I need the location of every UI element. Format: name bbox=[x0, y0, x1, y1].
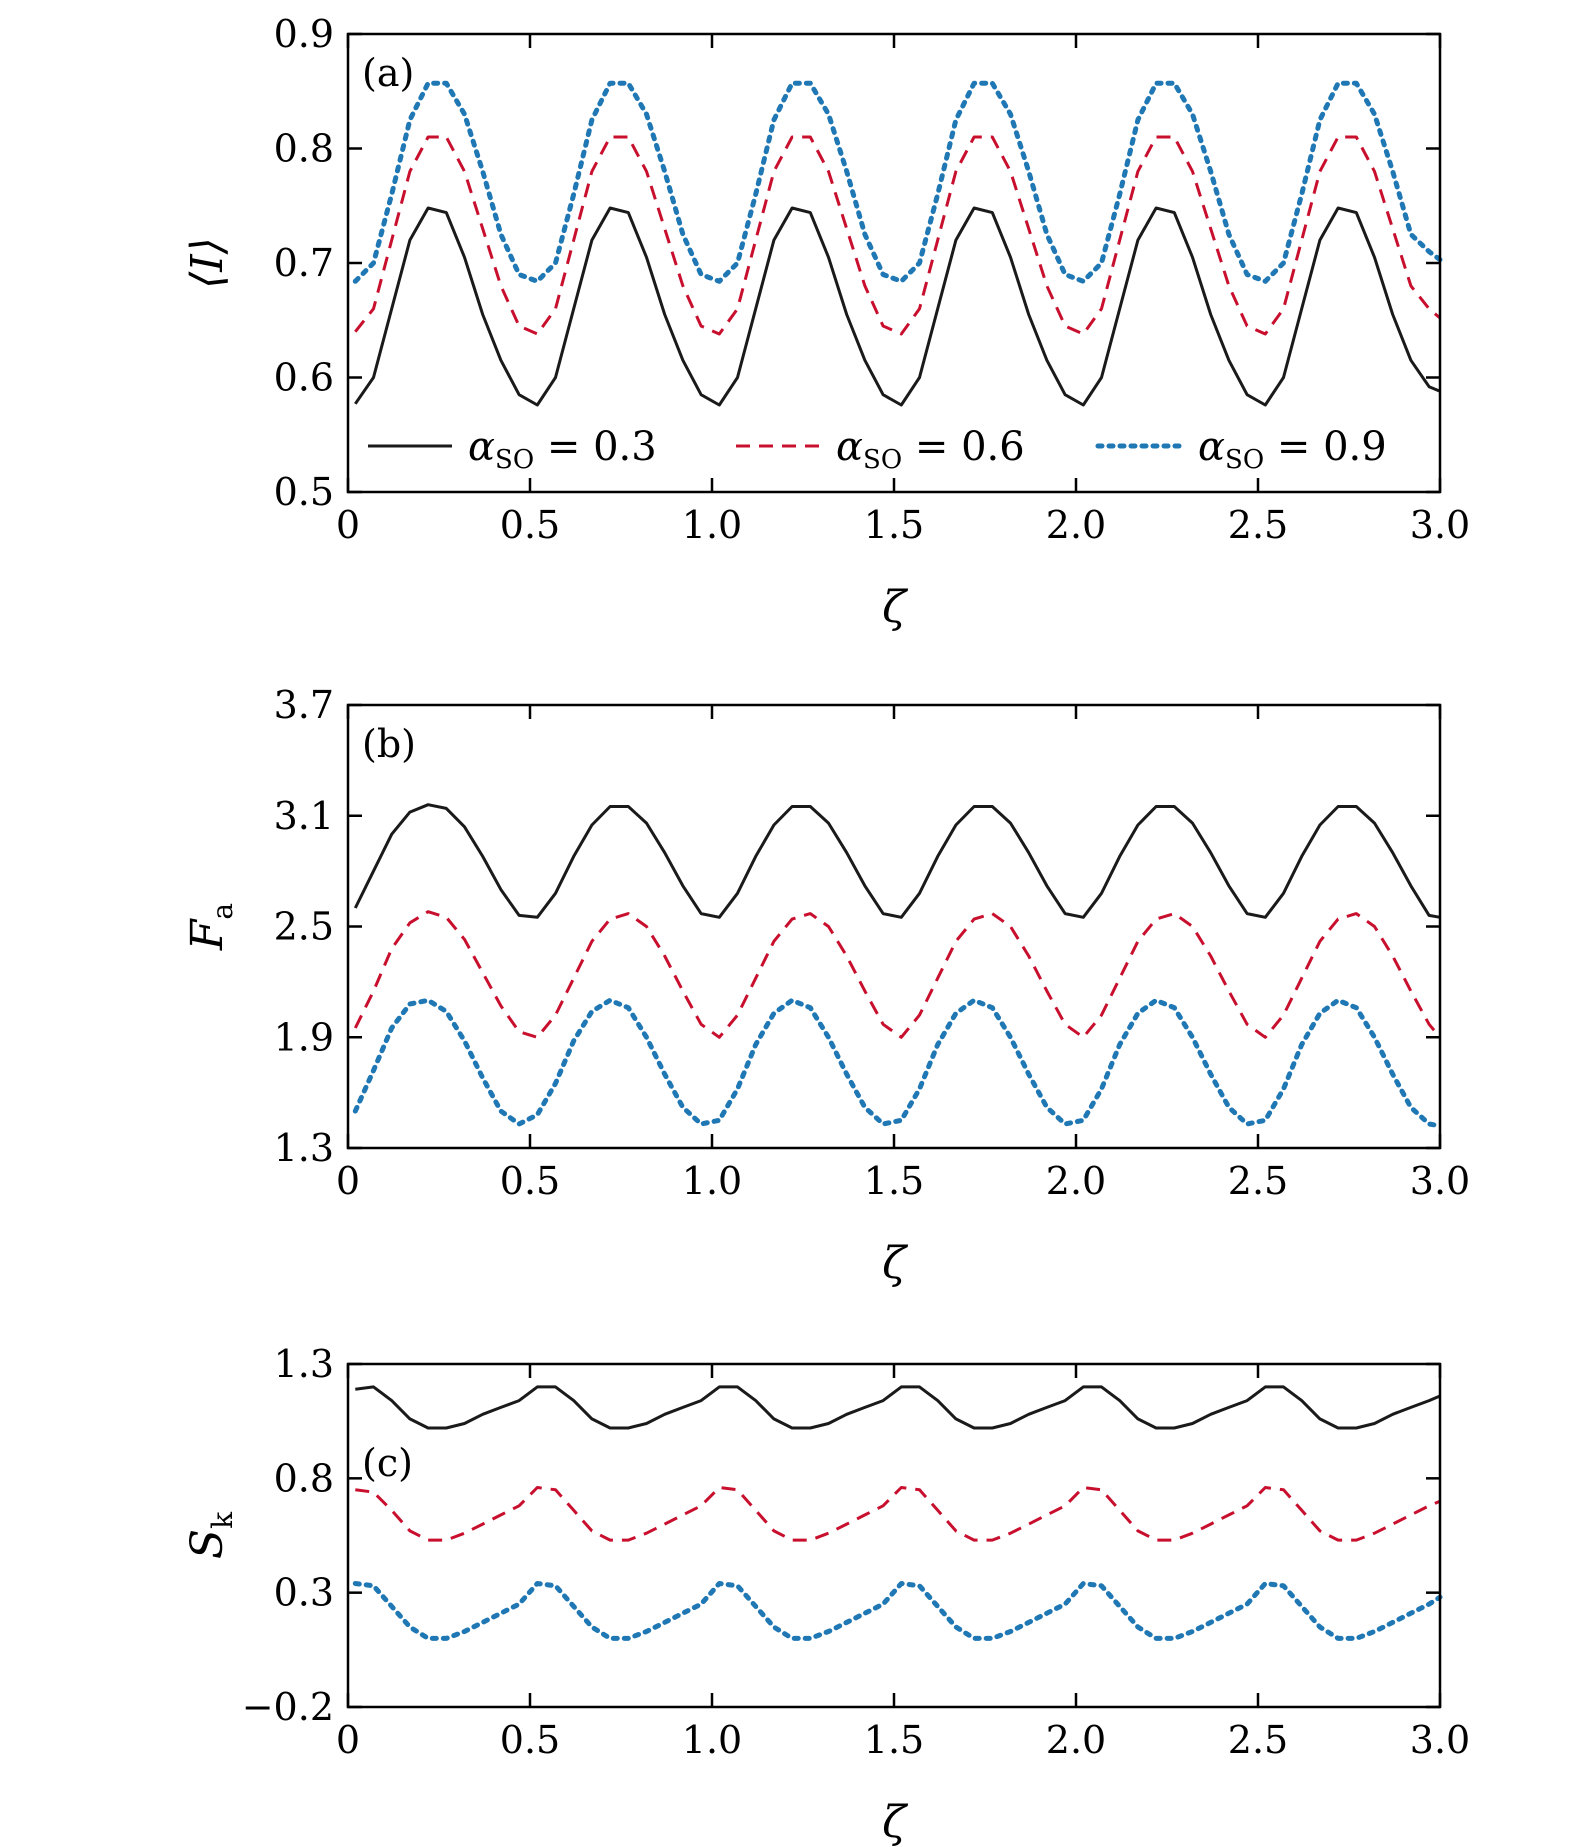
panel-b-x-tick-label: 0 bbox=[336, 1159, 360, 1203]
panel-c-x-tick-label: 1.5 bbox=[864, 1718, 924, 1762]
panel-b-x-tick-label: 3.0 bbox=[1410, 1159, 1470, 1203]
panel-b-x-tick-label: 1.0 bbox=[682, 1159, 742, 1203]
panel-c-x-tick-label: 0 bbox=[336, 1718, 360, 1762]
panel-c-x-tick-label: 2.5 bbox=[1228, 1718, 1288, 1762]
panel-b-y-tick-label: 3.7 bbox=[274, 683, 334, 727]
legend-label-1: αSO = 0.3 bbox=[468, 424, 657, 475]
panel-c-series-3-line bbox=[352, 1581, 1443, 1641]
panel-a-x-tick-label: 3.0 bbox=[1410, 503, 1470, 547]
panel-c-x-tick-label: 1.0 bbox=[682, 1718, 742, 1762]
panel-a-y-axis-label: ⟨I⟩ bbox=[182, 237, 233, 289]
panel-b-series-1-line bbox=[353, 803, 1441, 919]
panel-a-x-tick-label: 2.5 bbox=[1228, 503, 1288, 547]
panel-a: 0 0.5 1.0 1.5 2.0 2.5 3.00.50.60.70.80.9ζ⟨I⟩(a… bbox=[182, 12, 1470, 633]
panel-b-series-2-line bbox=[353, 910, 1442, 1039]
panel-a-x-tick-label: 2.0 bbox=[1046, 503, 1106, 547]
panel-a-y-tick-label: 0.5 bbox=[274, 470, 334, 514]
panel-b-plot-frame bbox=[346, 703, 1442, 1150]
panel-c-x-tick-label: 3.0 bbox=[1410, 1718, 1470, 1762]
panel-c-y-tick-label: 0.3 bbox=[274, 1571, 334, 1615]
panel-b-y-tick-label: 1.9 bbox=[274, 1015, 334, 1059]
legend-label-3: αSO = 0.9 bbox=[1198, 424, 1387, 475]
panel-a-series-3-line bbox=[352, 80, 1443, 284]
panel-c-tag: (c) bbox=[362, 1441, 413, 1485]
panel-b-y-tick-label: 3.1 bbox=[274, 794, 334, 838]
panel-c-series-1-line bbox=[355, 1385, 1441, 1430]
panel-c-y-axis-label: Sk bbox=[182, 1511, 239, 1559]
panel-b-x-axis-label: ζ bbox=[882, 1238, 909, 1289]
panel-b-x-tick-label: 1.5 bbox=[864, 1159, 924, 1203]
panel-b-y-tick-label: 2.5 bbox=[274, 905, 334, 949]
panel-a-y-tick-label: 0.6 bbox=[274, 356, 334, 400]
panel-b: 0 0.5 1.0 1.5 2.0 2.5 3.0 1.3 1.9 2.5 3.1 3.7 ζ Fa (b) bbox=[182, 683, 1470, 1289]
panel-c-y-tick-label: 1.3 bbox=[274, 1342, 334, 1386]
panel-b-series-3-line bbox=[352, 997, 1443, 1129]
panel-a-tag: (a) bbox=[362, 51, 414, 95]
panel-b-x-tick-label: 2.5 bbox=[1228, 1159, 1288, 1203]
panel-c-series-2-line bbox=[355, 1486, 1441, 1542]
panel-a-x-tick-label: 0.5 bbox=[500, 503, 560, 547]
panel-b-x-tick-label: 0.5 bbox=[500, 1159, 560, 1203]
panel-a-series-1-line bbox=[354, 206, 1441, 407]
panel-c-y-tick-label: 0.8 bbox=[274, 1456, 334, 1500]
panel-b-y-axis-label: Fa bbox=[182, 903, 239, 951]
panel-a-y-tick-label: 0.9 bbox=[274, 12, 334, 56]
panel-a-x-axis-label: ζ bbox=[882, 582, 909, 633]
legend-label-2: αSO = 0.6 bbox=[836, 424, 1025, 475]
panel-a-y-tick-label: 0.7 bbox=[274, 241, 334, 285]
panel-c: 0 0.5 1.0 1.5 2.0 2.5 3.0 −0.2 0.3 0.8 1.3 ζ Sk (c) bbox=[182, 1342, 1470, 1847]
panel-c-x-tick-label: 2.0 bbox=[1046, 1718, 1106, 1762]
panel-a-series-2-line bbox=[354, 135, 1441, 336]
panel-c-y-tick-label: −0.2 bbox=[242, 1685, 334, 1729]
panel-a-x-tick-label: 1.0 bbox=[682, 503, 742, 547]
panel-b-y-tick-label: 1.3 bbox=[274, 1126, 334, 1170]
legend: αSO = 0.3 αSO = 0.6 αSO = 0.9 bbox=[368, 424, 1387, 475]
panel-c-x-tick-label: 0.5 bbox=[500, 1718, 560, 1762]
panel-c-plot-frame bbox=[346, 1362, 1442, 1709]
panel-b-x-tick-label: 2.0 bbox=[1046, 1159, 1106, 1203]
panel-b-tag: (b) bbox=[362, 722, 416, 766]
panel-a-x-tick-label: 0 bbox=[336, 503, 360, 547]
panel-c-x-axis-label: ζ bbox=[882, 1797, 909, 1847]
panel-a-x-tick-label: 1.5 bbox=[864, 503, 924, 547]
panel-a-y-tick-label: 0.8 bbox=[274, 127, 334, 171]
